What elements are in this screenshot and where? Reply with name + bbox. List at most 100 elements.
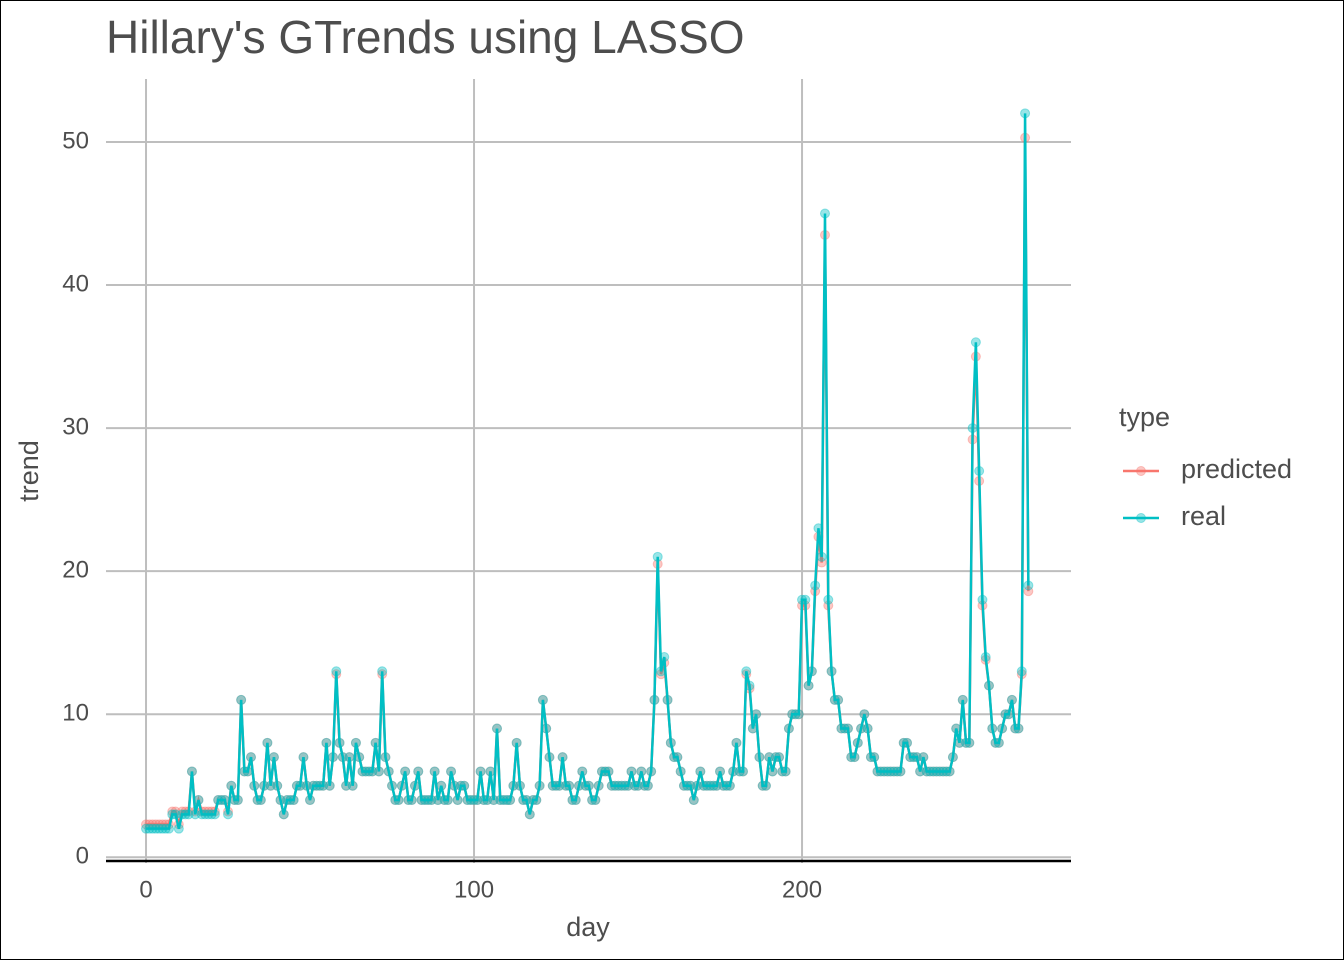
data-point	[295, 780, 306, 791]
data-point	[698, 780, 709, 791]
data-point	[649, 694, 660, 705]
data-point	[514, 780, 525, 791]
data-point	[301, 780, 312, 791]
data-point	[226, 780, 237, 791]
data-point	[285, 795, 296, 806]
data-point	[452, 795, 463, 806]
data-point	[692, 780, 703, 791]
data-point	[672, 752, 683, 763]
data-point	[688, 795, 699, 806]
data-point	[862, 723, 873, 734]
data-point	[291, 780, 302, 791]
data-point	[364, 766, 375, 777]
data-point	[229, 795, 240, 806]
data-point	[426, 795, 437, 806]
data-point	[275, 795, 286, 806]
data-point	[924, 766, 935, 777]
data-point	[665, 737, 676, 748]
data-point	[846, 752, 857, 763]
data-point	[705, 780, 716, 791]
data-point	[921, 766, 932, 777]
data-point	[659, 651, 670, 662]
data-point	[879, 766, 890, 777]
data-point	[957, 694, 968, 705]
data-point	[619, 780, 630, 791]
data-point	[236, 694, 247, 705]
data-point	[1003, 709, 1014, 720]
data-point	[852, 737, 863, 748]
data-point	[551, 780, 562, 791]
data-point	[331, 666, 342, 677]
data-point	[967, 423, 978, 434]
data-point	[298, 752, 309, 763]
data-point	[983, 680, 994, 691]
data-point	[895, 766, 906, 777]
data-point	[682, 780, 693, 791]
data-point	[623, 780, 634, 791]
data-point	[655, 666, 666, 677]
data-point	[1006, 694, 1017, 705]
x-tick-label: 100	[454, 876, 494, 903]
y-axis-title: trend	[14, 440, 44, 502]
data-point	[980, 651, 991, 662]
data-point	[610, 780, 621, 791]
data-point	[724, 780, 735, 791]
data-point	[629, 780, 640, 791]
data-point	[570, 795, 581, 806]
data-point	[180, 809, 191, 820]
data-point	[508, 780, 519, 791]
data-point	[465, 795, 476, 806]
data-point	[701, 780, 712, 791]
data-point	[810, 580, 821, 591]
data-point	[439, 795, 450, 806]
data-point	[826, 666, 837, 677]
data-point	[242, 766, 253, 777]
data-point	[882, 766, 893, 777]
data-point	[278, 809, 289, 820]
data-point	[774, 752, 785, 763]
data-point	[737, 766, 748, 777]
data-point	[964, 737, 975, 748]
data-point	[413, 766, 424, 777]
data-point	[488, 795, 499, 806]
data-point	[173, 823, 184, 834]
data-point	[177, 809, 188, 820]
data-point	[321, 737, 332, 748]
data-point	[639, 780, 650, 791]
data-point	[787, 709, 798, 720]
data-point	[518, 795, 529, 806]
data-point	[478, 795, 489, 806]
data-point	[245, 752, 256, 763]
legend-key-point	[1136, 466, 1146, 476]
data-point	[252, 795, 263, 806]
data-point	[324, 780, 335, 791]
data-point	[918, 752, 929, 763]
data-point	[1010, 723, 1021, 734]
data-point	[495, 795, 506, 806]
data-point	[419, 795, 430, 806]
data-point	[744, 680, 755, 691]
legend-label: predicted	[1181, 454, 1292, 484]
data-point	[715, 766, 726, 777]
data-point	[491, 723, 502, 734]
data-point	[993, 737, 1004, 748]
data-point	[560, 780, 571, 791]
data-point	[308, 780, 319, 791]
data-point	[954, 737, 965, 748]
data-point	[196, 809, 207, 820]
data-point	[888, 766, 899, 777]
data-point	[370, 737, 381, 748]
data-point	[770, 752, 781, 763]
data-point	[842, 723, 853, 734]
data-point	[341, 780, 352, 791]
data-point	[524, 809, 535, 820]
data-point	[780, 766, 791, 777]
data-point	[728, 766, 739, 777]
data-point	[239, 766, 250, 777]
data-point	[318, 780, 329, 791]
data-point	[186, 766, 197, 777]
data-point	[1020, 108, 1031, 119]
data-point	[849, 752, 860, 763]
data-point	[268, 752, 279, 763]
data-point	[528, 795, 539, 806]
